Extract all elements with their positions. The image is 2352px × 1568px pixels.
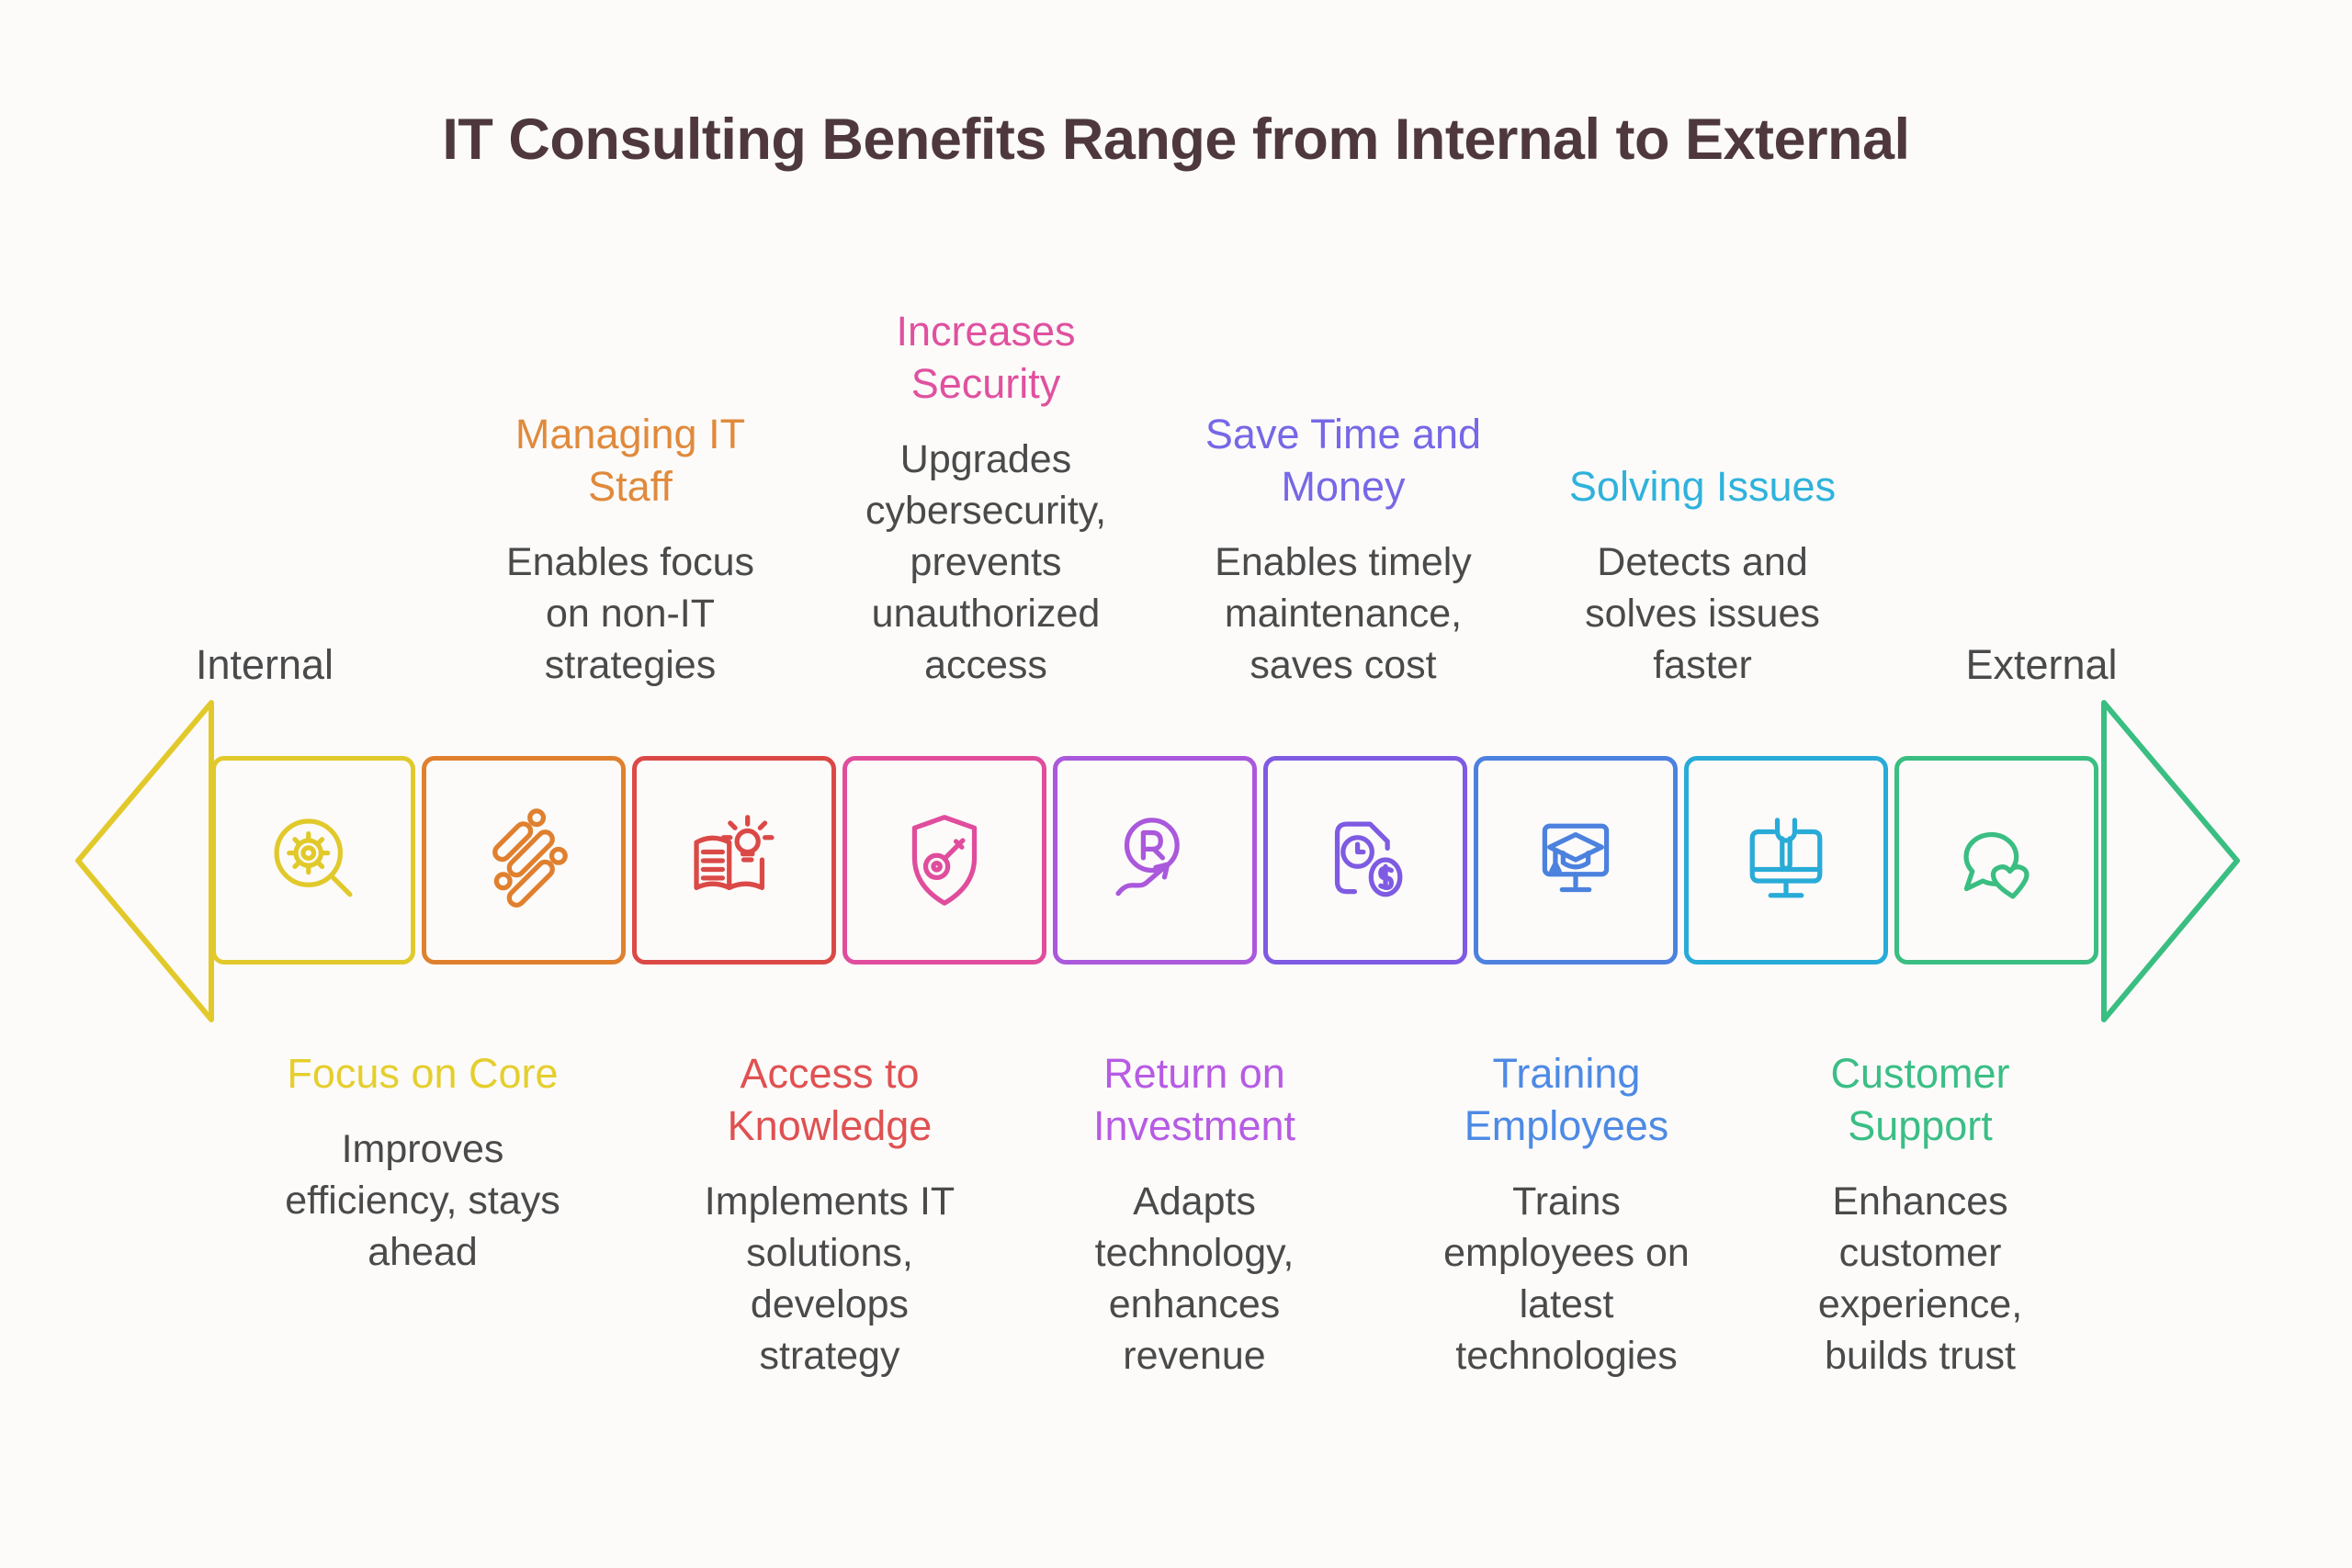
top-body: Upgrades cybersecurity, prevents unautho…	[865, 437, 1107, 687]
bottom-body: Adapts technology, enhances revenue	[1094, 1179, 1295, 1378]
staff-pipeline-icon	[492, 807, 568, 908]
bottom-heading: Access to Knowledge	[727, 1050, 933, 1149]
bottom-heading: Focus on Core	[287, 1050, 559, 1097]
top-heading: Save Time and Money	[1204, 411, 1482, 510]
box-access-to-knowledge	[632, 756, 836, 964]
bottom-heading: Training Employees	[1464, 1050, 1669, 1149]
bottom-body: Trains employees on latest technologies	[1443, 1179, 1690, 1378]
top-label-managing-it-staff: Managing IT Staff Enables focus on non-I…	[437, 408, 823, 691]
bottom-label-focus-on-core: Focus on Core Improves efficiency, stays…	[230, 1047, 616, 1278]
chat-heart-icon	[1963, 831, 2030, 898]
box-training-employees	[1474, 756, 1678, 964]
internal-label: Internal	[195, 641, 334, 688]
repair-monitor-icon	[1749, 817, 1823, 897]
top-label-solving-issues: Solving Issues Detects and solves issues…	[1510, 460, 1895, 691]
box-increases-security	[842, 756, 1046, 964]
box-managing-it-staff	[422, 756, 626, 964]
top-label-save-time-money: Save Time and Money Enables timely maint…	[1150, 408, 1536, 691]
shield-key-icon	[911, 814, 978, 906]
time-money-document-icon	[1334, 820, 1403, 897]
top-label-increases-security: Increases Security Upgrades cybersecurit…	[793, 305, 1179, 691]
top-body: Enables timely maintenance, saves cost	[1215, 540, 1472, 687]
right-arrowhead	[2101, 700, 2240, 1022]
bottom-heading: Return on Investment	[1092, 1050, 1296, 1149]
box-customer-support	[1894, 756, 2098, 964]
external-label: External	[1965, 641, 2118, 688]
training-monitor-icon	[1542, 823, 1610, 892]
top-heading: Managing IT Staff	[514, 411, 746, 510]
box-solving-issues	[1684, 756, 1888, 964]
bottom-label-access-to-knowledge: Access to Knowledge Implements IT soluti…	[637, 1047, 1023, 1382]
bottom-body: Enhances customer experience, builds tru…	[1817, 1179, 2023, 1378]
bottom-label-customer-support: Customer Support Enhances customer exper…	[1727, 1047, 2113, 1382]
top-heading: Increases Security	[896, 308, 1076, 407]
bottom-heading: Customer Support	[1830, 1050, 2010, 1149]
bottom-label-training-employees: Training Employees Trains employees on l…	[1374, 1047, 1759, 1382]
gear-search-icon	[274, 818, 353, 897]
left-arrowhead	[75, 700, 214, 1022]
box-return-on-investment	[1053, 756, 1257, 964]
bottom-body: Improves efficiency, stays ahead	[285, 1127, 560, 1274]
bottom-body: Implements IT solutions, develops strate…	[704, 1179, 956, 1378]
roi-arrow-icon	[1115, 817, 1180, 896]
box-focus-on-core	[211, 756, 415, 964]
book-idea-icon	[694, 814, 775, 890]
top-body: Detects and solves issues faster	[1585, 540, 1820, 687]
top-heading: Solving Issues	[1568, 463, 1837, 510]
box-save-time-and-money	[1263, 756, 1467, 964]
bottom-label-return-on-investment: Return on Investment Adapts technology, …	[1001, 1047, 1387, 1382]
top-body: Enables focus on non-IT strategies	[505, 540, 755, 687]
page-title: IT Consulting Benefits Range from Intern…	[442, 107, 1910, 172]
